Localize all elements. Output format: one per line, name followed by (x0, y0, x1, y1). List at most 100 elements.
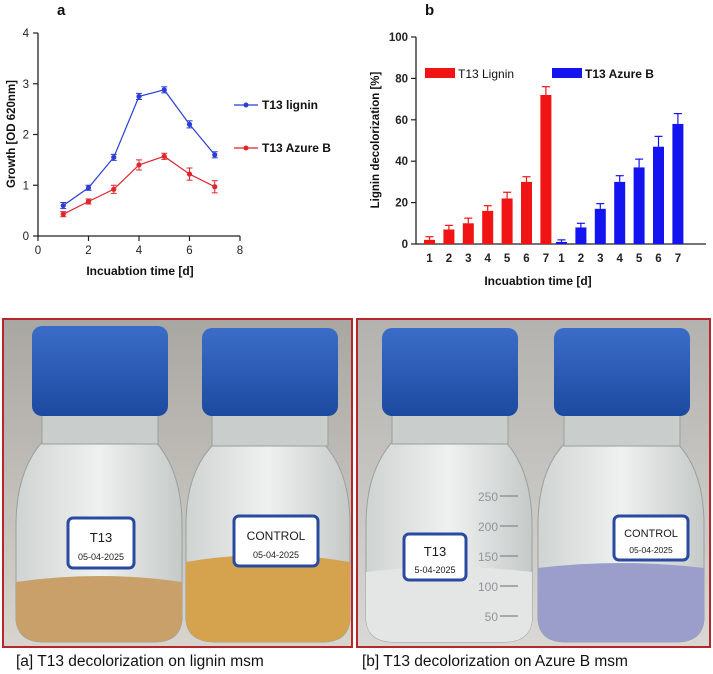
x-tick-label: 4 (616, 253, 623, 265)
y-tick-label: 40 (395, 156, 408, 168)
bar (614, 181, 626, 244)
data-point (111, 154, 117, 160)
bar (633, 167, 645, 244)
panel-letter-a: a (57, 2, 66, 19)
y-tick-label: 3 (23, 79, 29, 91)
x-tick-label: 5 (504, 253, 511, 265)
x-tick-label: 5 (636, 253, 643, 265)
scale-mark-label: 150 (478, 550, 498, 564)
legend-marker-azure (243, 145, 249, 151)
bar (672, 123, 684, 244)
bar-legend: T13 Lignin T13 Azure B (425, 67, 654, 81)
bottle-control-lignin: CONTROL 05-04-2025 (185, 328, 351, 643)
cap-blue (202, 328, 338, 416)
photo-lignin-bottles: T13 05-04-2025 CONTROL 05-04-2025 (2, 318, 353, 648)
photo-azure-b-bottles: T13 5-04-2025 250 200 150 100 50 CONTROL 05-… (356, 318, 711, 648)
legend-swatch-t13-lignin (425, 68, 455, 78)
line-chart-marks (60, 86, 218, 218)
bottle-label-line2: 05-04-2025 (253, 550, 299, 560)
y-tick-label: 0 (402, 239, 408, 251)
x-tick-label: 8 (237, 245, 243, 257)
x-tick-label: 4 (484, 253, 491, 265)
bottle-label-line2: 05-04-2025 (629, 545, 673, 555)
bar (653, 146, 664, 244)
line-x-axis-label: Incuabtion time [d] (86, 264, 193, 278)
x-tick-label: 1 (426, 253, 433, 265)
legend-label-lignin: T13 lignin (262, 98, 318, 112)
x-tick-label: 3 (597, 253, 603, 265)
bottle-t13-lignin: T13 05-04-2025 (15, 326, 183, 643)
data-point (111, 186, 117, 192)
bottle-scale-marks: 250 200 150 100 50 (478, 490, 518, 624)
growth-line-chart: a 0 1 2 3 4 0 2 4 6 8 Incuabtion time [d] Growth … (6, 2, 331, 278)
bottle-label-line1: T13 (424, 544, 446, 559)
x-tick-label: 3 (465, 253, 471, 265)
liquid-azure-control (538, 563, 704, 642)
scale-mark-label: 250 (478, 490, 498, 504)
legend-label-t13-lignin: T13 Lignin (458, 67, 514, 81)
y-tick-label: 60 (395, 115, 408, 127)
line-legend: T13 lignin T13 Azure B (234, 98, 331, 155)
x-tick-label: 2 (578, 253, 584, 265)
bar-x-axis-label: Incuabtion time [d] (484, 274, 591, 288)
liquid-azure-t13 (366, 567, 532, 642)
liquid-lignin-control (186, 555, 350, 642)
y-tick-label: 20 (395, 198, 408, 210)
bar (594, 208, 606, 244)
bottle-t13-azure: T13 5-04-2025 250 200 150 100 50 (365, 328, 533, 643)
x-tick-label: 1 (558, 253, 565, 265)
panel-letter-b: b (425, 2, 434, 19)
bottle-label-line1: CONTROL (247, 529, 306, 543)
bottle-label-line2: 05-04-2025 (78, 552, 124, 562)
x-tick-label: 0 (35, 245, 41, 257)
data-point (186, 171, 193, 177)
data-point (161, 153, 167, 159)
cap-blue (32, 326, 168, 416)
liquid-lignin-t13 (16, 576, 182, 642)
x-tick-label: 7 (543, 253, 549, 265)
line-chart-axes: 0 1 2 3 4 0 2 4 6 8 (23, 28, 244, 257)
x-tick-label: 4 (136, 245, 143, 257)
x-tick-label: 6 (186, 245, 192, 257)
data-point (85, 185, 92, 191)
data-point (85, 198, 92, 205)
bottle-label-line1: T13 (90, 530, 112, 545)
data-point (60, 202, 66, 209)
data-point (186, 121, 193, 127)
bar (521, 181, 532, 244)
x-tick-label: 7 (675, 253, 681, 265)
x-tick-label: 6 (655, 253, 661, 265)
x-tick-label: 6 (523, 253, 529, 265)
bar (482, 210, 494, 244)
bottle-label-line2: 5-04-2025 (414, 565, 455, 575)
data-point (136, 93, 142, 100)
bar (575, 227, 587, 244)
data-point (212, 184, 218, 190)
scale-mark-label: 200 (478, 520, 498, 534)
x-tick-label: 2 (85, 245, 91, 257)
legend-label-t13-azure: T13 Azure B (585, 67, 654, 81)
bar (462, 223, 474, 244)
data-point (136, 162, 142, 168)
legend-swatch-t13-azure (552, 68, 582, 78)
x-tick-label: 2 (446, 253, 452, 265)
scale-mark-label: 50 (485, 610, 499, 624)
legend-marker-lignin (243, 102, 249, 108)
bar (443, 229, 455, 244)
caption-azure-b: [b] T13 decolorization on Azure B msm (362, 653, 628, 670)
scale-mark-label: 100 (478, 580, 498, 594)
legend-label-azure: T13 Azure B (262, 141, 331, 155)
data-point (161, 87, 167, 93)
y-tick-label: 80 (395, 73, 408, 85)
y-tick-label: 0 (23, 231, 29, 243)
bottle-control-azure: CONTROL 05-04-2025 (537, 328, 705, 643)
bar (540, 94, 552, 245)
bar (424, 239, 435, 244)
y-tick-label: 2 (23, 130, 29, 142)
cap-blue (554, 328, 690, 416)
bar (556, 241, 567, 244)
y-tick-label: 1 (23, 180, 29, 192)
data-point (60, 211, 66, 217)
